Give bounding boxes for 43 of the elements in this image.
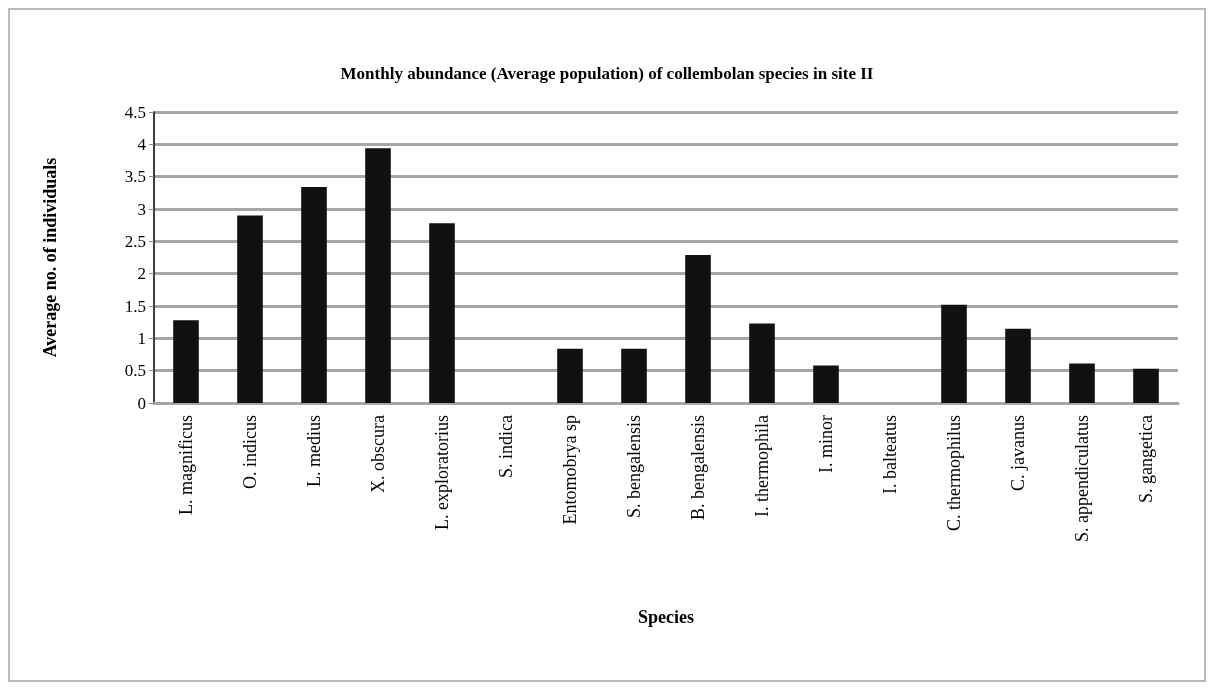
bar	[173, 320, 199, 403]
x-tick-label: C. thermophilus	[944, 415, 964, 531]
bar	[365, 148, 391, 403]
y-tick-label: 1	[137, 328, 146, 348]
x-tick-label: S. appendiculatus	[1072, 415, 1092, 542]
y-tick-label: 3.5	[124, 167, 146, 187]
bar	[237, 215, 263, 403]
y-axis-title: Average no. of individuals	[40, 157, 60, 358]
bar	[621, 348, 647, 403]
x-tick-label: Entomobrya sp	[560, 415, 580, 525]
chart-title: Monthly abundance (Average population) of collembolan species in site II	[340, 64, 874, 83]
bar	[813, 365, 839, 403]
bar	[1005, 328, 1031, 403]
x-axis-title: Species	[638, 607, 694, 627]
x-tick-label: C. javanus	[1008, 415, 1028, 491]
y-tick-label: 0	[137, 393, 146, 413]
y-tick-label: 2	[137, 264, 146, 284]
x-tick-label: L. exploratorius	[432, 415, 452, 530]
bar	[301, 187, 327, 403]
x-tick-label: O. indicus	[240, 415, 260, 489]
bar	[1133, 368, 1159, 403]
x-tick-label: B. bengalensis	[688, 415, 708, 520]
y-tick-label: 2.5	[124, 231, 146, 251]
y-tick-label: 1.5	[124, 296, 146, 316]
x-tick-label: S. bengalensis	[624, 415, 644, 518]
bar	[429, 223, 455, 403]
x-tick-label: L. medius	[304, 415, 324, 487]
y-tick-label: 0.5	[124, 361, 146, 381]
y-tick-label: 3	[137, 199, 146, 219]
x-tick-label: I. thermophila	[752, 415, 772, 517]
x-tick-label: I. balteatus	[880, 415, 900, 494]
x-tick-label: L. magnificus	[176, 415, 196, 515]
bar	[1069, 363, 1095, 403]
y-tick-label: 4	[137, 134, 147, 154]
x-tick-label: X. obscura	[368, 415, 388, 493]
x-tick-label: S. indica	[496, 415, 516, 478]
x-tick-label: I. minor	[816, 415, 836, 473]
x-tick-label: S. gangetica	[1136, 415, 1156, 503]
bar	[941, 304, 967, 403]
y-tick-label: 4.5	[124, 102, 146, 122]
bar	[749, 323, 775, 403]
bar	[557, 348, 583, 403]
bar	[685, 254, 711, 403]
